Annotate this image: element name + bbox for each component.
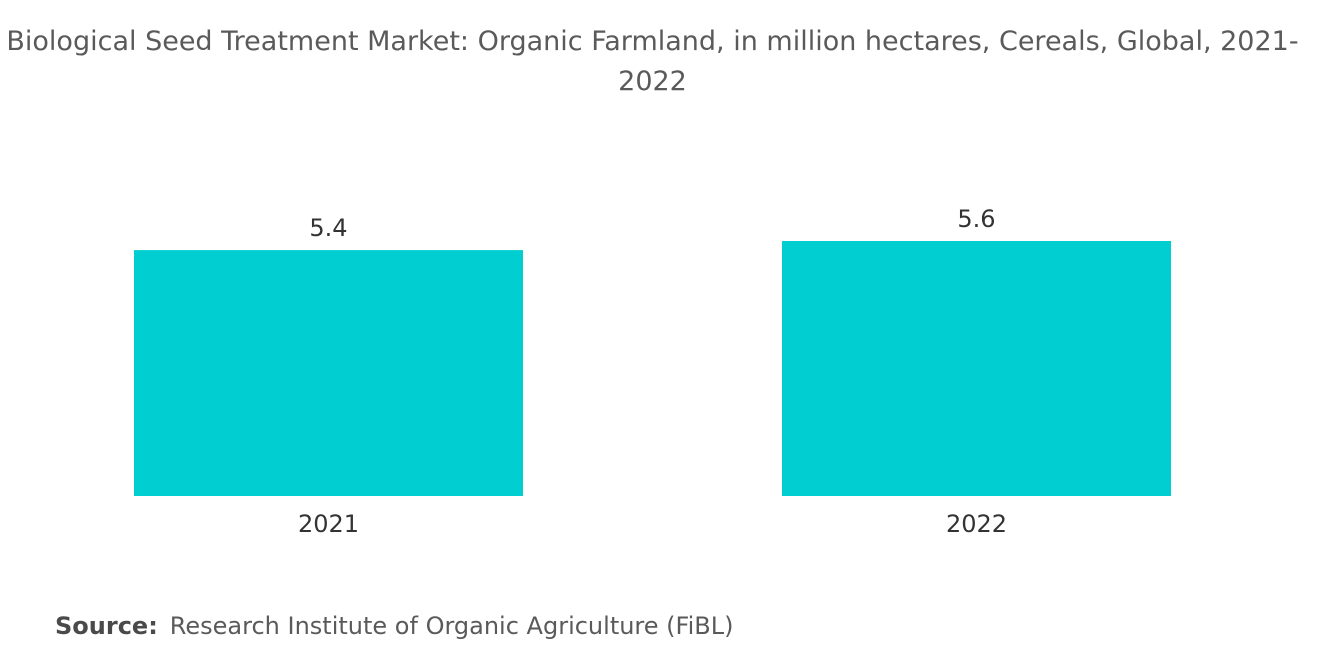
value-label-2022: 5.6 [957, 205, 995, 233]
source-text: Research Institute of Organic Agricultur… [169, 612, 734, 640]
source-label: Source: [55, 612, 158, 640]
value-label-2021: 5.4 [309, 214, 347, 242]
bars-layer: 5.4 2021 5.6 2022 [134, 205, 1171, 538]
bar-chart: 5.4 2021 5.6 2022 [134, 205, 1171, 538]
source-note: Source: Research Institute of Organic Agr… [55, 612, 733, 640]
bar-2021 [134, 250, 523, 496]
chart-title: Biological Seed Treatment Market: Organi… [6, 26, 1299, 97]
bar-2022 [782, 241, 1171, 496]
x-tick-label-2022: 2022 [946, 510, 1007, 538]
x-tick-label-2021: 2021 [298, 510, 359, 538]
